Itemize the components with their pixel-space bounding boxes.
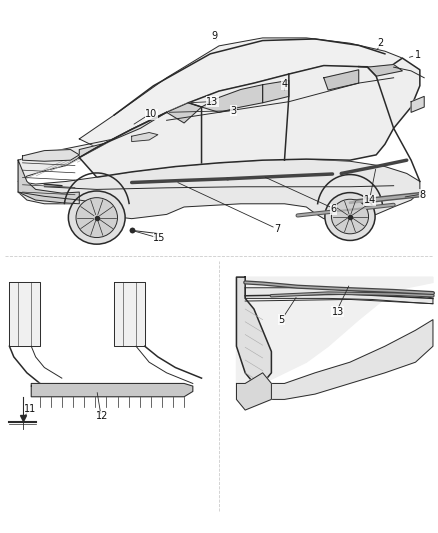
- Polygon shape: [18, 160, 79, 204]
- Polygon shape: [263, 80, 289, 103]
- Text: 3: 3: [230, 106, 237, 116]
- Polygon shape: [114, 282, 145, 346]
- Text: 7: 7: [274, 224, 281, 235]
- Polygon shape: [237, 277, 433, 383]
- Text: 4: 4: [282, 79, 288, 89]
- Polygon shape: [18, 130, 132, 181]
- Polygon shape: [263, 320, 433, 399]
- Polygon shape: [237, 373, 272, 410]
- Text: 10: 10: [145, 109, 157, 119]
- Text: 9: 9: [212, 31, 218, 42]
- Ellipse shape: [76, 198, 117, 238]
- Text: 1: 1: [415, 51, 421, 60]
- Polygon shape: [324, 70, 359, 90]
- Polygon shape: [31, 383, 193, 397]
- Polygon shape: [10, 282, 40, 346]
- Polygon shape: [245, 288, 433, 304]
- Polygon shape: [166, 103, 201, 123]
- Text: 12: 12: [96, 411, 109, 422]
- Text: 14: 14: [364, 195, 376, 205]
- Polygon shape: [18, 159, 420, 219]
- Text: 15: 15: [153, 233, 166, 244]
- Polygon shape: [237, 277, 272, 383]
- Text: 13: 13: [332, 306, 344, 317]
- Text: 13: 13: [206, 96, 219, 107]
- Text: 11: 11: [24, 404, 36, 414]
- Ellipse shape: [332, 199, 368, 234]
- Polygon shape: [367, 64, 403, 76]
- Text: 8: 8: [420, 190, 426, 200]
- Text: 2: 2: [378, 38, 384, 47]
- Polygon shape: [201, 85, 263, 112]
- Text: 5: 5: [278, 314, 285, 325]
- Polygon shape: [79, 38, 403, 148]
- Polygon shape: [132, 133, 158, 142]
- Polygon shape: [22, 150, 79, 161]
- Polygon shape: [79, 112, 166, 158]
- Polygon shape: [411, 96, 424, 112]
- Ellipse shape: [325, 192, 375, 240]
- Polygon shape: [79, 58, 420, 177]
- Ellipse shape: [68, 191, 125, 244]
- Text: 6: 6: [331, 204, 337, 214]
